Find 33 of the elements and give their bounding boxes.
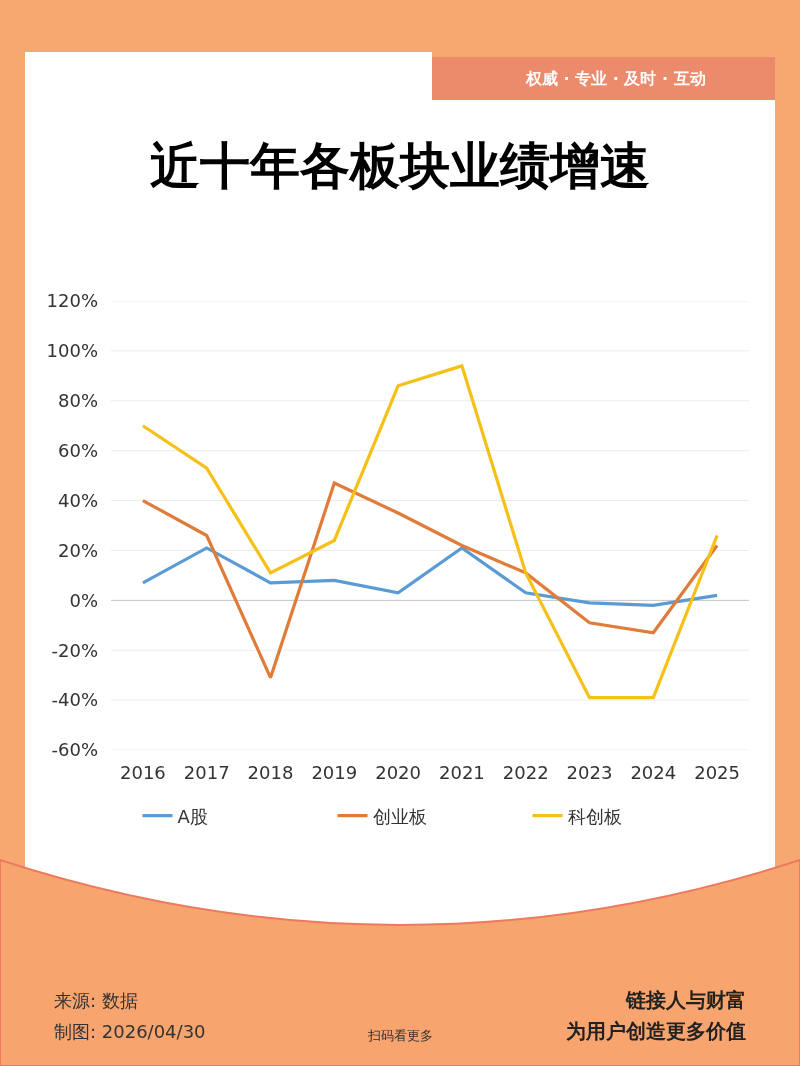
x-tick-label: 2018 xyxy=(247,762,294,783)
x-tick-label: 2022 xyxy=(502,762,549,783)
text: 制图: 2026/04/30 xyxy=(54,1021,206,1042)
x-tick-label: 2021 xyxy=(438,762,485,783)
x-tick-label: 2016 xyxy=(119,762,166,783)
y-tick-label: 40% xyxy=(57,489,98,511)
text: 为用户创造更多价值 xyxy=(566,1019,746,1043)
y-tick-label: 20% xyxy=(57,539,98,561)
legend-label: A股 xyxy=(177,805,208,827)
x-tick-label: 2023 xyxy=(566,762,613,783)
legend-label: 科创板 xyxy=(567,805,622,827)
y-tick-label: 120% xyxy=(46,290,98,312)
text: 权威 · 专业 · 及时 · 互动 xyxy=(525,69,706,88)
y-tick-label: -40% xyxy=(51,689,98,711)
x-tick-label: 2024 xyxy=(630,762,677,783)
y-tick-label: 60% xyxy=(57,439,98,461)
x-tick-label: 2025 xyxy=(694,762,741,783)
y-tick-label: -20% xyxy=(51,639,98,661)
y-tick-label: -60% xyxy=(51,739,98,761)
line-series xyxy=(141,481,719,680)
legend-label: 创业板 xyxy=(372,805,427,827)
y-tick-label: 80% xyxy=(57,390,98,412)
x-tick-label: 2017 xyxy=(183,762,230,783)
x-tick-label: 2019 xyxy=(311,762,358,783)
y-tick-label: 100% xyxy=(46,340,98,362)
line-series xyxy=(141,364,719,700)
source-note: 来源: 数据 xyxy=(54,990,138,1011)
text: 链接人与财富 xyxy=(625,988,746,1012)
text: 扫码看更多 xyxy=(367,1028,433,1043)
line-series xyxy=(141,546,719,607)
y-tick-label: 0% xyxy=(69,589,98,611)
chart-title: 近十年各板块业绩增速 xyxy=(150,135,650,195)
x-tick-label: 2020 xyxy=(375,762,422,783)
